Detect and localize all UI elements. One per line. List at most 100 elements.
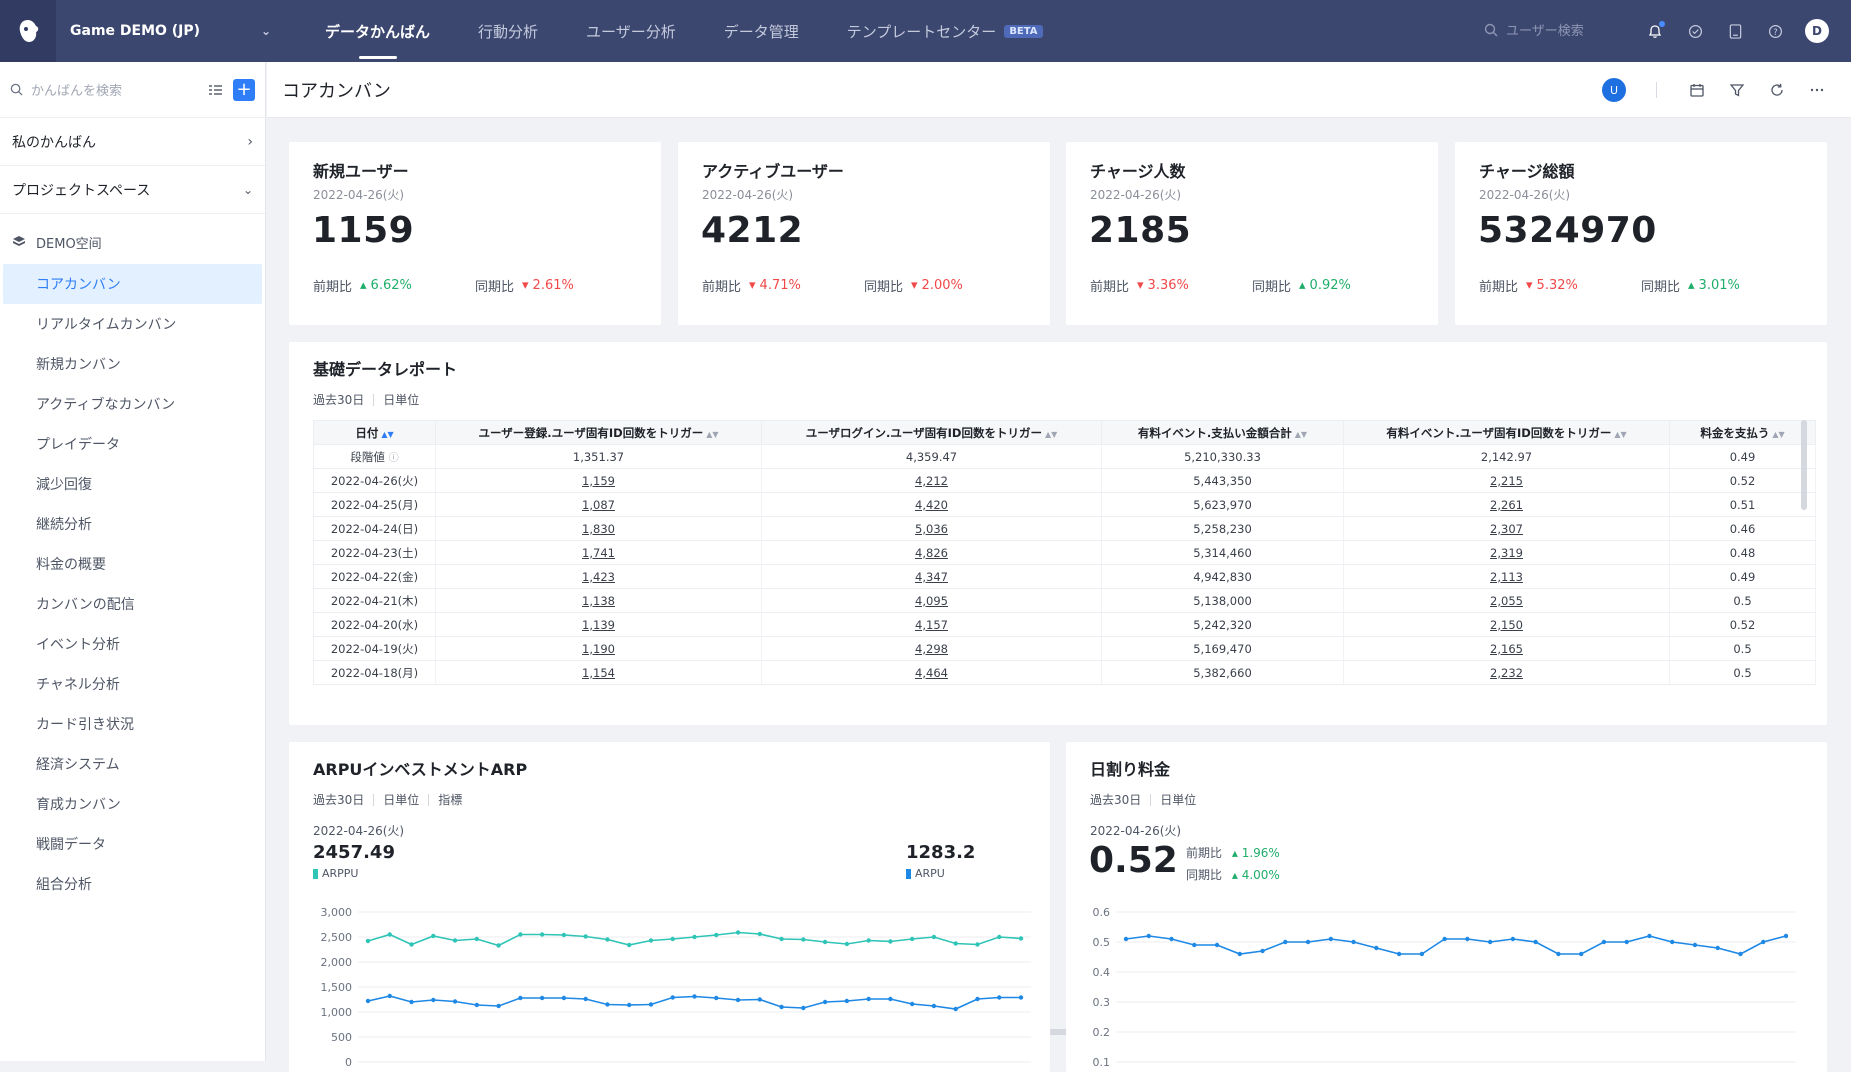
column-header[interactable]: 料金を支払う ▲▼ xyxy=(1669,420,1816,445)
data-point[interactable] xyxy=(1510,936,1516,942)
nav-tab-template-center[interactable]: テンプレートセンター BETA xyxy=(823,0,1067,62)
data-point[interactable] xyxy=(1146,933,1151,939)
sort-icon[interactable]: ▲▼ xyxy=(1044,429,1058,439)
data-point[interactable] xyxy=(387,932,392,937)
list-filter-icon[interactable] xyxy=(209,84,223,96)
data-point[interactable] xyxy=(1487,939,1493,945)
data-point[interactable] xyxy=(1260,948,1265,954)
add-board-button[interactable]: + xyxy=(233,78,255,101)
data-point[interactable] xyxy=(844,941,850,947)
data-point[interactable] xyxy=(409,942,414,947)
user-search[interactable]: ユーザー検索 xyxy=(1484,20,1584,39)
table-cell-link[interactable]: 2,319 xyxy=(1343,540,1670,565)
table-cell-link[interactable]: 4,826 xyxy=(761,540,1102,565)
table-cell-link[interactable]: 4,464 xyxy=(761,660,1102,685)
data-point[interactable] xyxy=(1465,936,1470,942)
data-point[interactable] xyxy=(431,997,436,1003)
table-cell-link[interactable]: 2,261 xyxy=(1343,492,1670,517)
data-point[interactable] xyxy=(909,1001,915,1007)
check-circle-icon[interactable] xyxy=(1675,24,1715,39)
table-cell-link[interactable]: 1,830 xyxy=(435,516,762,541)
data-point[interactable] xyxy=(539,932,545,937)
sidebar-item[interactable]: コアカンバン xyxy=(3,264,262,304)
sidebar-item[interactable]: 減少回復 xyxy=(36,477,92,493)
data-point[interactable] xyxy=(365,938,371,944)
data-point[interactable] xyxy=(1328,936,1334,942)
data-point[interactable] xyxy=(648,1002,654,1007)
data-point[interactable] xyxy=(670,936,675,942)
table-cell-link[interactable]: 2,055 xyxy=(1343,588,1670,613)
data-point[interactable] xyxy=(496,943,501,948)
data-point[interactable] xyxy=(1351,939,1356,945)
table-cell-link[interactable]: 4,347 xyxy=(761,564,1102,589)
data-point[interactable] xyxy=(975,942,980,947)
table-cell-link[interactable]: 1,423 xyxy=(435,564,762,589)
column-header[interactable]: 有料イベント.支払い金額合計 ▲▼ xyxy=(1101,420,1344,445)
data-point[interactable] xyxy=(714,995,719,1001)
data-point[interactable] xyxy=(1692,942,1698,948)
table-vertical-scrollbar[interactable] xyxy=(1801,420,1807,510)
project-space-section[interactable]: プロジェクトスペース ⌄ xyxy=(0,166,265,214)
more-icon[interactable] xyxy=(1797,88,1837,92)
data-point[interactable] xyxy=(822,939,828,945)
data-point[interactable] xyxy=(779,936,784,942)
sidebar-item[interactable]: 育成カンバン xyxy=(36,797,121,813)
tag-granularity[interactable]: 日単位 xyxy=(383,393,420,407)
info-icon[interactable]: ⓘ xyxy=(388,452,399,464)
nav-tab-behavior[interactable]: 行動分析 xyxy=(478,22,539,41)
data-point[interactable] xyxy=(452,938,458,943)
app-logo[interactable] xyxy=(0,0,56,62)
data-point[interactable] xyxy=(561,932,567,938)
collaborator-avatar[interactable]: U xyxy=(1602,78,1626,102)
table-cell-link[interactable]: 2,215 xyxy=(1343,468,1670,493)
data-point[interactable] xyxy=(1783,933,1789,939)
data-point[interactable] xyxy=(474,936,480,942)
tag-granularity[interactable]: 日単位 xyxy=(383,793,420,807)
data-point[interactable] xyxy=(583,996,588,1002)
data-point[interactable] xyxy=(931,1003,937,1009)
data-point[interactable] xyxy=(822,999,828,1005)
tag-period[interactable]: 過去30日 xyxy=(313,393,365,407)
column-header[interactable]: ユーザー登録.ユーザ固有ID回数をトリガー ▲▼ xyxy=(435,420,762,445)
data-point[interactable] xyxy=(627,942,632,948)
data-point[interactable] xyxy=(1578,951,1584,957)
refresh-icon[interactable] xyxy=(1757,83,1797,97)
data-point[interactable] xyxy=(1018,995,1024,1000)
data-point[interactable] xyxy=(953,941,958,946)
table-cell-link[interactable]: 1,741 xyxy=(435,540,762,565)
sidebar-item[interactable]: イベント分析 xyxy=(36,637,120,653)
data-point[interactable] xyxy=(648,938,654,943)
data-point[interactable] xyxy=(1647,933,1652,939)
data-point[interactable] xyxy=(692,994,697,999)
data-point[interactable] xyxy=(735,930,741,935)
data-point[interactable] xyxy=(1214,942,1220,948)
data-point[interactable] xyxy=(1305,939,1311,945)
nav-tab-user-analysis[interactable]: ユーザー分析 xyxy=(586,22,676,41)
data-point[interactable] xyxy=(714,932,719,938)
data-point[interactable] xyxy=(1442,936,1447,942)
table-cell-link[interactable]: 1,087 xyxy=(435,492,762,517)
sort-icon[interactable]: ▲▼ xyxy=(1614,429,1627,439)
data-point[interactable] xyxy=(975,996,980,1002)
sort-icon[interactable]: ▲▼ xyxy=(1294,429,1308,439)
data-point[interactable] xyxy=(474,1002,480,1008)
data-point[interactable] xyxy=(539,995,545,1001)
data-point[interactable] xyxy=(1556,951,1561,957)
data-point[interactable] xyxy=(387,993,392,999)
sidebar-item[interactable]: 戦闘データ xyxy=(36,837,106,853)
sidebar-item[interactable]: プレイデータ xyxy=(36,437,120,453)
document-icon[interactable] xyxy=(1715,23,1755,39)
tag-granularity[interactable]: 日単位 xyxy=(1160,793,1197,807)
table-cell-link[interactable]: 1,138 xyxy=(435,588,762,613)
sidebar-item[interactable]: 新規カンバン xyxy=(36,357,121,373)
table-cell-link[interactable]: 1,154 xyxy=(435,660,762,685)
data-point[interactable] xyxy=(1419,951,1425,957)
data-point[interactable] xyxy=(365,998,371,1004)
data-point[interactable] xyxy=(452,999,458,1004)
nav-tab-data-management[interactable]: データ管理 xyxy=(723,22,799,41)
filter-icon[interactable] xyxy=(1717,83,1757,97)
bell-icon[interactable] xyxy=(1635,21,1675,39)
data-point[interactable] xyxy=(997,934,1002,940)
table-cell-link[interactable]: 2,165 xyxy=(1343,636,1670,661)
data-point[interactable] xyxy=(931,934,937,940)
